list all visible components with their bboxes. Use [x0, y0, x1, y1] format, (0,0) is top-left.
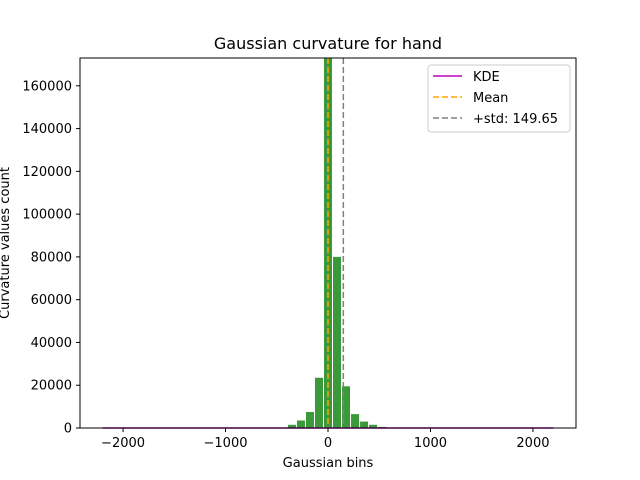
histogram-bar	[287, 424, 296, 428]
y-axis-ticks: 0 20000 40000 60000 80000 100000 120000 140000 1…	[22, 79, 80, 437]
plot-frame	[79, 57, 577, 429]
y-tick-label: 40000	[31, 336, 72, 351]
y-tick-label: 100000	[22, 208, 72, 223]
histogram-bar	[369, 424, 378, 428]
histogram-bar	[360, 421, 369, 428]
histogram-bar	[333, 256, 342, 428]
y-tick-label: 80000	[31, 250, 72, 265]
chart-title: Gaussian curvature for hand	[214, 34, 442, 53]
histogram-bar	[305, 411, 314, 428]
x-tick-label: 1000	[414, 436, 447, 451]
x-tick-label: 2000	[516, 436, 549, 451]
x-axis-label: Gaussian bins	[283, 456, 374, 471]
x-axis-ticks: −2000 −1000 0 1000 2000	[101, 428, 550, 451]
legend-mean-label: Mean	[473, 91, 508, 106]
histogram-bar	[351, 414, 360, 428]
y-tick-label: 120000	[22, 165, 72, 180]
histogram-bar	[296, 420, 305, 428]
y-tick-label: 60000	[31, 293, 72, 308]
legend: KDE Mean +std: 149.65	[427, 64, 571, 133]
y-tick-label: 20000	[31, 379, 72, 394]
x-tick-label: −1000	[204, 436, 248, 451]
histogram-bar	[342, 386, 351, 428]
y-tick-label: 140000	[22, 122, 72, 137]
y-axis-label: Curvature values count	[0, 167, 13, 319]
legend-box	[427, 64, 571, 133]
legend-kde-label: KDE	[473, 70, 500, 85]
histogram-bar	[314, 377, 323, 428]
legend-std-label: +std: 149.65	[473, 112, 558, 127]
y-tick-label: 160000	[22, 79, 72, 94]
x-tick-label: −2000	[101, 436, 145, 451]
y-tick-label: 0	[64, 422, 72, 437]
x-tick-label: 0	[324, 436, 332, 451]
